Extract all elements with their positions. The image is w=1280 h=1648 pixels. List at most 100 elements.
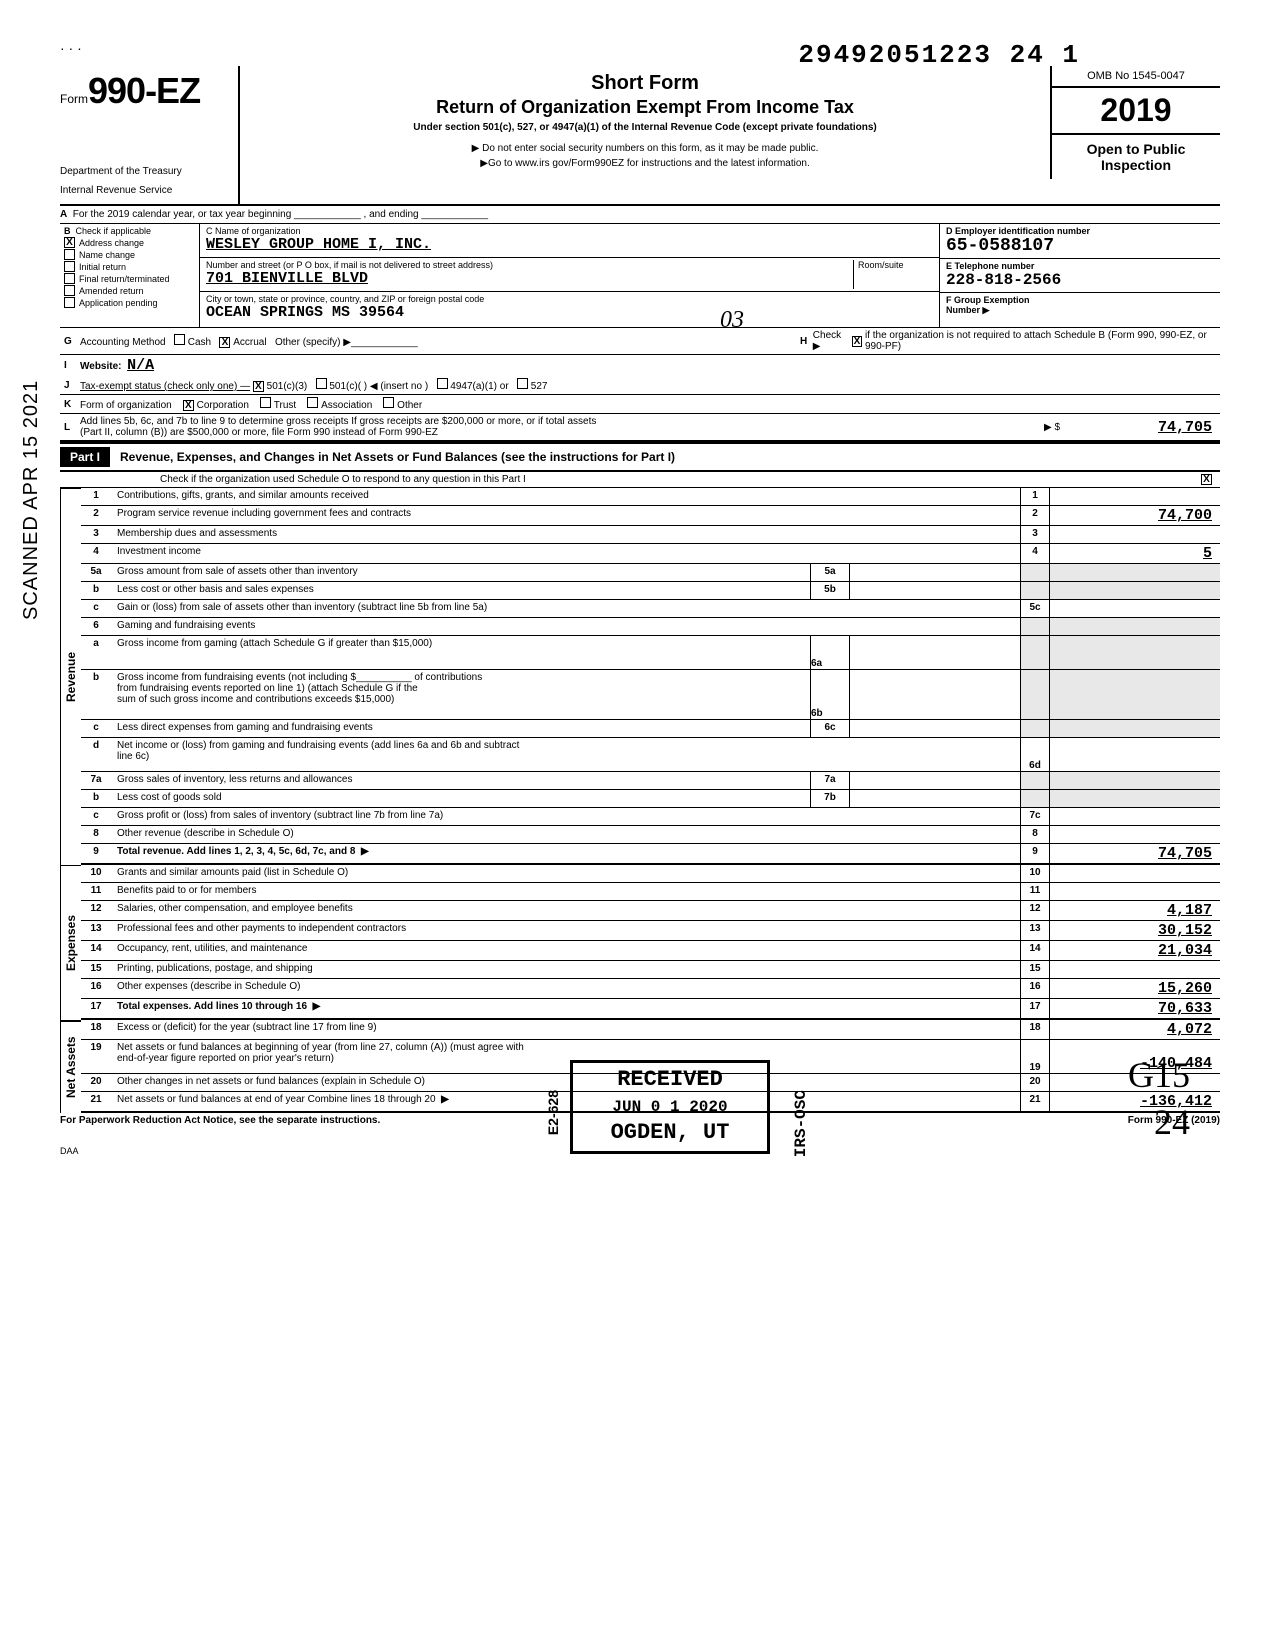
document-number: 29492051223 24 1 [798,40,1080,70]
b-opt-1: Name change [79,250,135,260]
line-9-amt: 74,705 [1050,844,1220,863]
k-other: Other [397,400,422,411]
public-warning: ▶ Do not enter social security numbers o… [250,143,1040,154]
form-header: Form990-EZ Department of the Treasury In… [60,66,1220,206]
received-stamp: RECEIVED JUN 0 1 2020 OGDEN, UT [570,1060,770,1154]
line-20-desc: Other changes in net assets or fund bala… [111,1074,1020,1091]
phone-value: 228-818-2566 [946,271,1214,289]
line-1-desc: Contributions, gifts, grants, and simila… [111,488,1020,505]
c-addr-label: Number and street (or P O box, if mail i… [206,260,853,270]
cb-trust[interactable] [260,397,271,408]
part1-label: Part I [60,447,110,467]
line-16-desc: Other expenses (describe in Schedule O) [111,979,1020,998]
cb-other-org[interactable] [383,397,394,408]
line-a-text: For the 2019 calendar year, or tax year … [73,209,488,220]
line-6b-2: from fundraising events reported on line… [117,683,418,694]
line-12-amt: 4,187 [1050,901,1220,920]
line-7c-desc: Gross profit or (loss) from sales of inv… [111,808,1020,825]
line-13-desc: Professional fees and other payments to … [111,921,1020,940]
g-accrual: Accrual [233,337,266,348]
line-g-h: G Accounting Method Cash X Accrual Other… [60,328,1220,355]
cb-501c3[interactable]: X [253,381,264,392]
cb-4947[interactable] [437,378,448,389]
line-5a-desc: Gross amount from sale of assets other t… [111,564,810,581]
line-6d-desc: Net income or (loss) from gaming and fun… [117,740,519,751]
b-opt-4: Amended return [79,286,144,296]
org-name: WESLEY GROUP HOME I, INC. [206,236,933,253]
line-4-amt: 5 [1050,544,1220,563]
cb-cash[interactable] [174,334,185,345]
section-bcd: B Check if applicable XAddress change Na… [60,224,1220,328]
h-rest: if the organization is not required to a… [865,330,1220,352]
k-corp: Corporation [197,400,249,411]
line-2-desc: Program service revenue including govern… [111,506,1020,525]
line-15-desc: Printing, publications, postage, and shi… [111,961,1020,978]
cb-amended[interactable] [64,285,75,296]
return-title: Return of Organization Exempt From Incom… [250,97,1040,118]
cb-schedule-o[interactable]: X [1201,474,1212,485]
col-b: B Check if applicable XAddress change Na… [60,224,200,327]
city-state-zip: OCEAN SPRINGS MS 39564 [206,304,933,321]
cb-initial-return[interactable] [64,261,75,272]
under-section: Under section 501(c), 527, or 4947(a)(1)… [250,122,1040,133]
main-table: Revenue 1Contributions, gifts, grants, a… [60,487,1220,1113]
open-public: Open to Public Inspection [1052,135,1220,179]
line-17-desc: Total expenses. Add lines 10 through 16 [117,1001,307,1012]
cb-h[interactable]: X [852,336,862,347]
line-10-desc: Grants and similar amounts paid (list in… [111,865,1020,882]
line-6a-desc: Gross income from gaming (attach Schedul… [117,638,432,649]
l-text: Add lines 5b, 6c, and 7b to line 9 to de… [80,416,596,427]
cb-accrual[interactable]: X [219,337,230,348]
line-14-amt: 21,034 [1050,941,1220,960]
line-19-desc2: end-of-year figure reported on prior yea… [117,1053,334,1064]
f-label2: Number ▶ [946,305,1214,316]
g-label: Accounting Method [80,337,166,348]
g-cash: Cash [188,337,211,348]
hand-2: 24 [1128,1099,1190,1146]
ein-value: 65-0588107 [946,236,1214,256]
line-21-desc: Net assets or fund balances at end of ye… [117,1094,436,1105]
irs-osc-stamp: IRS-OSC [792,1090,810,1157]
l-amount: 74,705 [1070,419,1220,436]
line-7b-desc: Less cost of goods sold [111,790,810,807]
goto-note: ▶Go to www.irs gov/Form990EZ for instruc… [250,158,1040,169]
cb-final-return[interactable] [64,273,75,284]
line-3-desc: Membership dues and assessments [111,526,1020,543]
e2-628-stamp: E2-628 [545,1090,561,1135]
line-11-desc: Benefits paid to or for members [111,883,1020,900]
j-opt3: 4947(a)(1) or [450,381,508,392]
line-18-amt: 4,072 [1050,1020,1220,1039]
line-19-desc: Net assets or fund balances at beginning… [117,1042,524,1053]
line-5b-desc: Less cost or other basis and sales expen… [111,582,810,599]
website-value: N/A [127,357,154,374]
j-opt2: 501(c)( ) ◀ (insert no ) [329,381,428,392]
line-9-desc: Total revenue. Add lines 1, 2, 3, 4, 5c,… [117,846,355,857]
cb-527[interactable] [517,378,528,389]
check-o-text: Check if the organization used Schedule … [160,474,526,485]
line-l: L Add lines 5b, 6c, and 7b to line 9 to … [60,414,1220,442]
line-a: A For the 2019 calendar year, or tax yea… [60,206,1220,224]
room-suite-label: Room/suite [853,260,933,289]
cb-address-change[interactable]: X [64,237,75,248]
form-number: 990-EZ [88,70,200,111]
col-c: C Name of organization WESLEY GROUP HOME… [200,224,940,327]
line-14-desc: Occupancy, rent, utilities, and maintena… [111,941,1020,960]
line-7a-desc: Gross sales of inventory, less returns a… [111,772,810,789]
hand-1: G15 [1128,1052,1190,1099]
cb-name-change[interactable] [64,249,75,260]
handwritten-notes: G15 24 [1128,1052,1190,1146]
line-6-desc: Gaming and fundraising events [111,618,1020,635]
check-o-row: Check if the organization used Schedule … [60,472,1220,487]
line-6d-desc2: line 6c) [117,751,149,762]
line-8-desc: Other revenue (describe in Schedule O) [111,826,1020,843]
form-prefix: Form [60,92,88,106]
line-6c-desc: Less direct expenses from gaming and fun… [111,720,810,737]
received-loc: OGDEN, UT [573,1118,767,1149]
line-6b-3: sum of such gross income and contributio… [117,694,394,705]
cb-assoc[interactable] [307,397,318,408]
b-opt-3: Final return/terminated [79,274,170,284]
tax-year: 2019 [1052,88,1220,135]
cb-501c[interactable] [316,378,327,389]
cb-corp[interactable]: X [183,400,194,411]
cb-pending[interactable] [64,297,75,308]
